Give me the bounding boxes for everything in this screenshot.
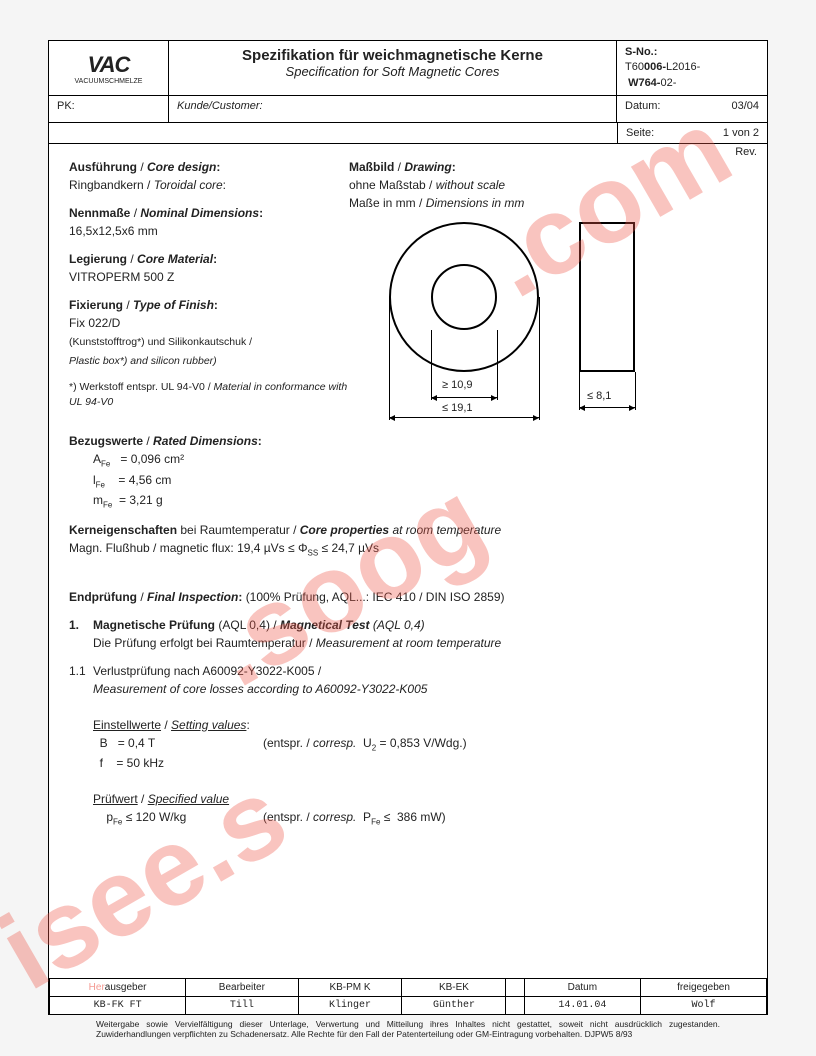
page-cell: Seite: 1 von 2 bbox=[617, 123, 767, 143]
customer-cell: Kunde/Customer: bbox=[169, 96, 617, 122]
coreprops-section: Kerneigenschaften bei Raumtemperatur / C… bbox=[69, 521, 747, 559]
alloy-section: Legierung / Core Material: VITROPERM 500… bbox=[69, 250, 349, 286]
ft-v3: Klinger bbox=[298, 997, 402, 1015]
dim-arrow-h bbox=[579, 407, 635, 408]
sno-line1: T60006-L2016- bbox=[625, 60, 759, 75]
content-area: Ausführung / Core design: Ringbandkern /… bbox=[49, 158, 767, 848]
ft-v7: Wolf bbox=[640, 997, 766, 1015]
ft-h7: freigegeben bbox=[640, 979, 766, 997]
disclaimer: Weitergabe sowie Vervielfältigung dieser… bbox=[48, 1015, 768, 1039]
ft-h3: KB-PM K bbox=[298, 979, 402, 997]
ft-v6: 14.01.04 bbox=[524, 997, 640, 1015]
footnote-section: *) Werkstoff entspr. UL 94-V0 / Material… bbox=[69, 380, 349, 412]
logo-brand: VAC bbox=[88, 52, 130, 78]
sno-cell: S-No.: T60006-L2016- W764-02- bbox=[617, 41, 767, 95]
dim-outer: ≤ 19,1 bbox=[442, 400, 473, 417]
ft-v4: Günther bbox=[402, 997, 506, 1015]
ft-h5 bbox=[506, 979, 524, 997]
dim-arrow-inner bbox=[431, 397, 497, 398]
nominal-section: Nennmaße / Nominal Dimensions: 16,5x12,5… bbox=[69, 204, 349, 240]
section-1: 1. Magnetische Prüfung (AQL 0,4) / Magne… bbox=[69, 616, 747, 652]
ring-inner bbox=[431, 264, 497, 330]
dim-inner: ≥ 10,9 bbox=[442, 377, 473, 394]
rated-section: Bezugswerte / Rated Dimensions: AFe = 0,… bbox=[69, 432, 747, 511]
date-label: Datum: bbox=[625, 100, 660, 118]
ft-h1: Herausgeber bbox=[50, 979, 186, 997]
logo-cell: VAC VACUUMSCHMELZE bbox=[49, 41, 169, 95]
header-row1: VAC VACUUMSCHMELZE Spezifikation für wei… bbox=[49, 41, 767, 96]
pk-cell: PK: bbox=[49, 96, 169, 122]
ft-v5 bbox=[506, 997, 524, 1015]
ft-h2: Bearbeiter bbox=[186, 979, 298, 997]
ft-h6: Datum bbox=[524, 979, 640, 997]
drawing-svg: ≥ 10,9 ≤ 19,1 ≤ 8,1 bbox=[349, 212, 669, 432]
page-label: Seite: bbox=[626, 127, 654, 139]
title-en: Specification for Soft Magnetic Cores bbox=[177, 64, 608, 79]
sno-line2: W764-02- bbox=[625, 76, 759, 91]
footer-table: Herausgeber Bearbeiter KB-PM K KB-EK Dat… bbox=[49, 978, 767, 1014]
fix-section: Fixierung / Type of Finish: Fix 022/D (K… bbox=[69, 296, 349, 370]
title-de: Spezifikation für weichmagnetische Kerne bbox=[177, 47, 608, 64]
ft-h4: KB-EK bbox=[402, 979, 506, 997]
header-row3: Seite: 1 von 2 bbox=[49, 123, 767, 144]
date-value: 03/04 bbox=[731, 100, 759, 118]
design-section: Ausführung / Core design: Ringbandkern /… bbox=[69, 158, 349, 194]
rev-cell: Rev. bbox=[617, 144, 767, 158]
header-row2: PK: Kunde/Customer: Datum: 03/04 bbox=[49, 96, 767, 123]
dim-arrow-outer bbox=[389, 417, 539, 418]
title-cell: Spezifikation für weichmagnetische Kerne… bbox=[169, 41, 617, 95]
header-row4: Rev. bbox=[49, 144, 767, 158]
ft-v2: Till bbox=[186, 997, 298, 1015]
date-cell: Datum: 03/04 bbox=[617, 96, 767, 122]
section-1-1: 1.1 Verlustprüfung nach A60092-Y3022-K00… bbox=[69, 662, 747, 829]
dim-height: ≤ 8,1 bbox=[587, 388, 611, 405]
sno-label: S-No.: bbox=[625, 45, 759, 60]
final-section: Endprüfung / Final Inspection: (100% Prü… bbox=[69, 588, 747, 606]
drawing-labels: Maßbild / Drawing: ohne Maßstab / withou… bbox=[349, 158, 747, 212]
ft-v1: KB-FK FT bbox=[50, 997, 186, 1015]
logo-sub: VACUUMSCHMELZE bbox=[75, 78, 143, 85]
page-value: 1 von 2 bbox=[723, 127, 759, 139]
spec-page: VAC VACUUMSCHMELZE Spezifikation für wei… bbox=[48, 40, 768, 1015]
rect-side bbox=[579, 222, 635, 372]
